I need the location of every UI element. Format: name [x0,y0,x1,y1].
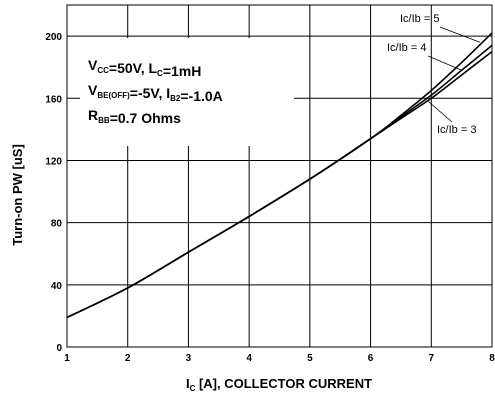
x-tick-label: 3 [186,353,192,364]
y-tick-label: 120 [45,156,62,167]
y-axis-title: Turn-on PW [uS] [10,144,25,246]
series-labels: Ic/Ib = 5 Ic/Ib = 4 Ic/Ib = 3 [387,13,481,136]
x-tick-label: 4 [246,353,252,364]
x-tick-label: 8 [489,353,495,364]
x-axis-title: IC [A], COLLECTOR CURRENT [186,376,372,393]
series-lines [66,32,493,319]
x-tick-label: 7 [429,353,435,364]
x-tick-label: 1 [64,353,70,364]
condition-line-3: RBB=0.7 Ohms [88,107,181,126]
series-leader-2 [427,55,462,71]
series-label-1: Ic/Ib = 5 [400,13,439,25]
y-tick-label: 200 [45,32,62,43]
series-label-3: Ic/Ib = 3 [437,124,476,136]
conditions-box [80,38,294,146]
x-tick-label: 2 [125,353,131,364]
y-tick-label: 160 [45,94,62,105]
series-leader-3 [427,101,453,123]
y-tick-label: 0 [56,343,62,354]
y-tick-label: 40 [51,281,63,292]
condition-line-1: VCC=50V, LC=1mH [88,57,201,79]
x-tick-label: 6 [368,353,374,364]
series-label-2: Ic/Ib = 4 [387,42,426,54]
y-tick-label: 80 [51,219,63,230]
series-leader-1 [439,26,481,43]
series-line-3 [66,51,493,319]
x-tick-label: 5 [307,353,313,364]
condition-line-2: VBE(OFF)=-5V, IB2=-1.0A [88,82,223,104]
